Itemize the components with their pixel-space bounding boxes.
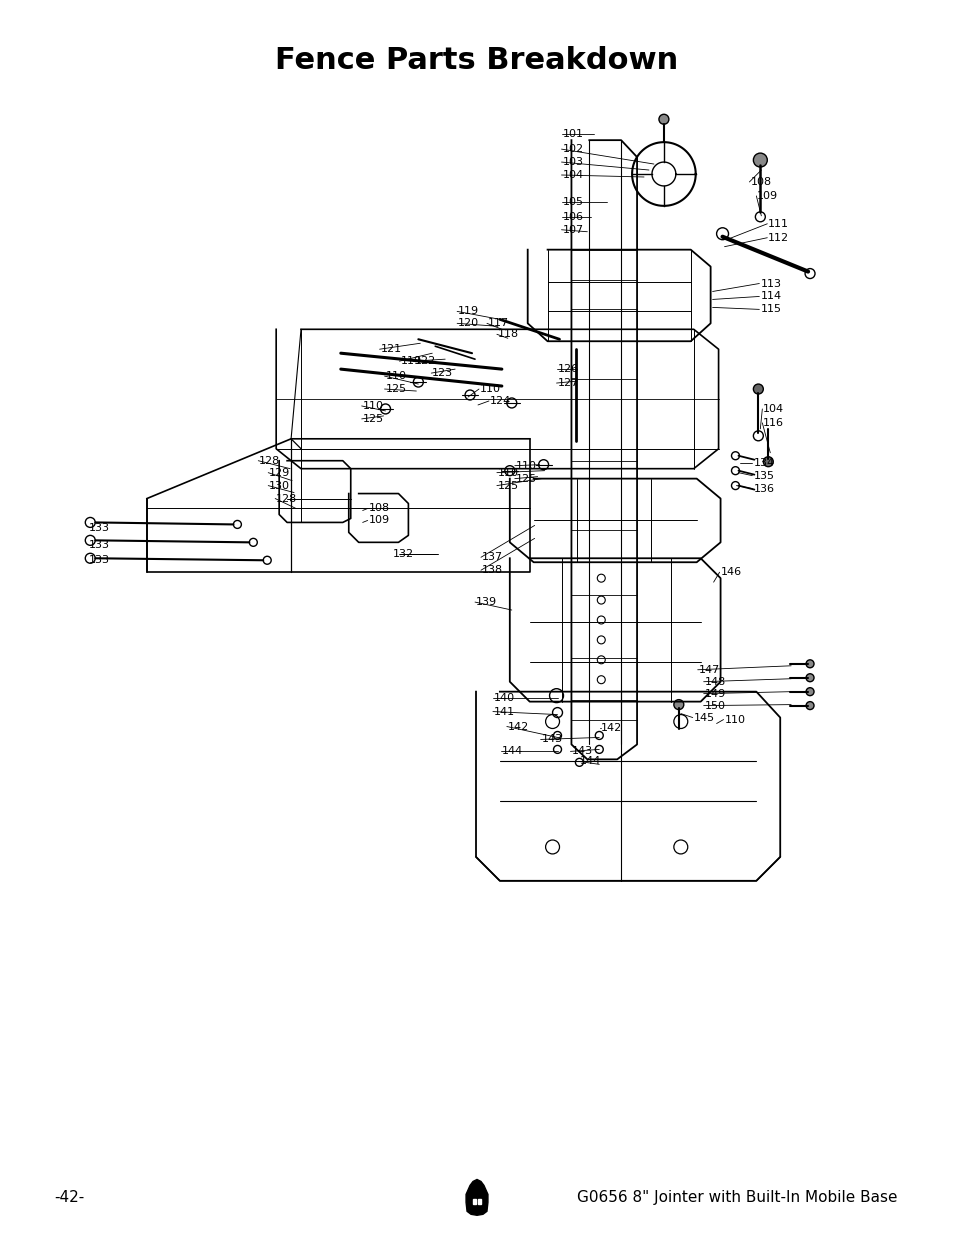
Text: 111: 111 [767, 219, 788, 228]
Circle shape [762, 457, 773, 467]
Text: 116: 116 [762, 417, 783, 427]
Circle shape [85, 517, 95, 527]
Text: 119: 119 [400, 356, 421, 366]
Text: 147: 147 [698, 664, 720, 674]
Circle shape [805, 701, 813, 710]
Text: 127: 127 [557, 378, 578, 388]
Text: 101: 101 [562, 130, 583, 140]
Text: 148: 148 [704, 677, 725, 687]
Text: 125: 125 [497, 480, 518, 490]
Text: 115: 115 [760, 304, 781, 315]
Text: 110: 110 [362, 401, 383, 411]
Text: 112: 112 [767, 232, 788, 243]
Text: 108: 108 [750, 177, 771, 186]
Text: 136: 136 [753, 484, 774, 494]
Text: 121: 121 [380, 345, 401, 354]
Text: 129: 129 [269, 468, 290, 478]
Text: 113: 113 [760, 279, 781, 289]
Text: 117: 117 [487, 319, 509, 329]
Circle shape [753, 384, 762, 394]
Circle shape [805, 659, 813, 668]
Text: 114: 114 [760, 291, 781, 301]
Circle shape [474, 1205, 479, 1210]
Text: 125: 125 [362, 414, 383, 424]
Text: 133: 133 [90, 541, 111, 551]
Circle shape [805, 674, 813, 682]
Text: 149: 149 [704, 689, 725, 699]
Text: 143: 143 [571, 746, 592, 756]
Circle shape [804, 268, 814, 279]
Text: 108: 108 [368, 504, 390, 514]
Text: 130: 130 [269, 480, 290, 490]
Circle shape [85, 535, 95, 546]
Text: 107: 107 [562, 225, 583, 235]
Text: 125: 125 [516, 474, 537, 484]
Text: 109: 109 [756, 191, 777, 201]
Text: 118: 118 [497, 330, 518, 340]
Text: 143: 143 [541, 735, 562, 745]
Text: 124: 124 [490, 396, 511, 406]
Text: 144: 144 [578, 756, 600, 767]
Text: 104: 104 [762, 404, 783, 414]
Text: 145: 145 [693, 713, 714, 722]
Text: 144: 144 [501, 746, 522, 756]
Text: 122: 122 [414, 356, 436, 366]
Text: 132: 132 [392, 550, 414, 559]
Text: Fence Parts Breakdown: Fence Parts Breakdown [275, 46, 678, 75]
Text: 123: 123 [432, 368, 453, 378]
Text: 128: 128 [259, 456, 280, 466]
Text: 110: 110 [385, 370, 406, 382]
Text: 146: 146 [720, 567, 740, 577]
Text: 142: 142 [507, 721, 529, 731]
Text: 110: 110 [497, 468, 518, 478]
Text: 109: 109 [368, 515, 390, 525]
Polygon shape [466, 1179, 487, 1215]
Text: 139: 139 [476, 597, 497, 608]
Polygon shape [472, 1199, 475, 1204]
Text: 102: 102 [562, 144, 583, 154]
Circle shape [249, 538, 257, 546]
Text: 110: 110 [516, 461, 537, 471]
Circle shape [85, 553, 95, 563]
Circle shape [753, 153, 766, 167]
Text: 134: 134 [753, 458, 774, 468]
Circle shape [805, 688, 813, 695]
Text: 137: 137 [481, 552, 502, 562]
Circle shape [659, 115, 668, 125]
Text: 133: 133 [90, 556, 111, 566]
Circle shape [716, 227, 728, 240]
Text: 133: 133 [90, 524, 111, 534]
Circle shape [673, 700, 683, 710]
Text: 104: 104 [562, 170, 583, 180]
Text: 126: 126 [557, 364, 578, 374]
Text: G0656 8" Jointer with Built-In Mobile Base: G0656 8" Jointer with Built-In Mobile Ba… [577, 1189, 897, 1205]
Text: 125: 125 [385, 384, 406, 394]
Text: 106: 106 [562, 212, 583, 222]
Text: 141: 141 [494, 706, 515, 716]
Text: 110: 110 [723, 715, 744, 725]
Text: 119: 119 [457, 306, 478, 316]
Text: 105: 105 [562, 196, 583, 207]
Text: 135: 135 [753, 471, 774, 480]
Text: 142: 142 [600, 722, 622, 732]
Circle shape [233, 520, 241, 529]
Text: 138: 138 [481, 566, 502, 576]
Text: -42-: -42- [54, 1189, 85, 1205]
Text: 128: 128 [275, 494, 297, 504]
Text: 103: 103 [562, 157, 583, 167]
Text: 140: 140 [494, 693, 515, 703]
Circle shape [263, 556, 271, 564]
Text: 150: 150 [704, 700, 725, 710]
Text: 110: 110 [479, 384, 500, 394]
Text: 120: 120 [457, 319, 478, 329]
Polygon shape [478, 1199, 481, 1204]
